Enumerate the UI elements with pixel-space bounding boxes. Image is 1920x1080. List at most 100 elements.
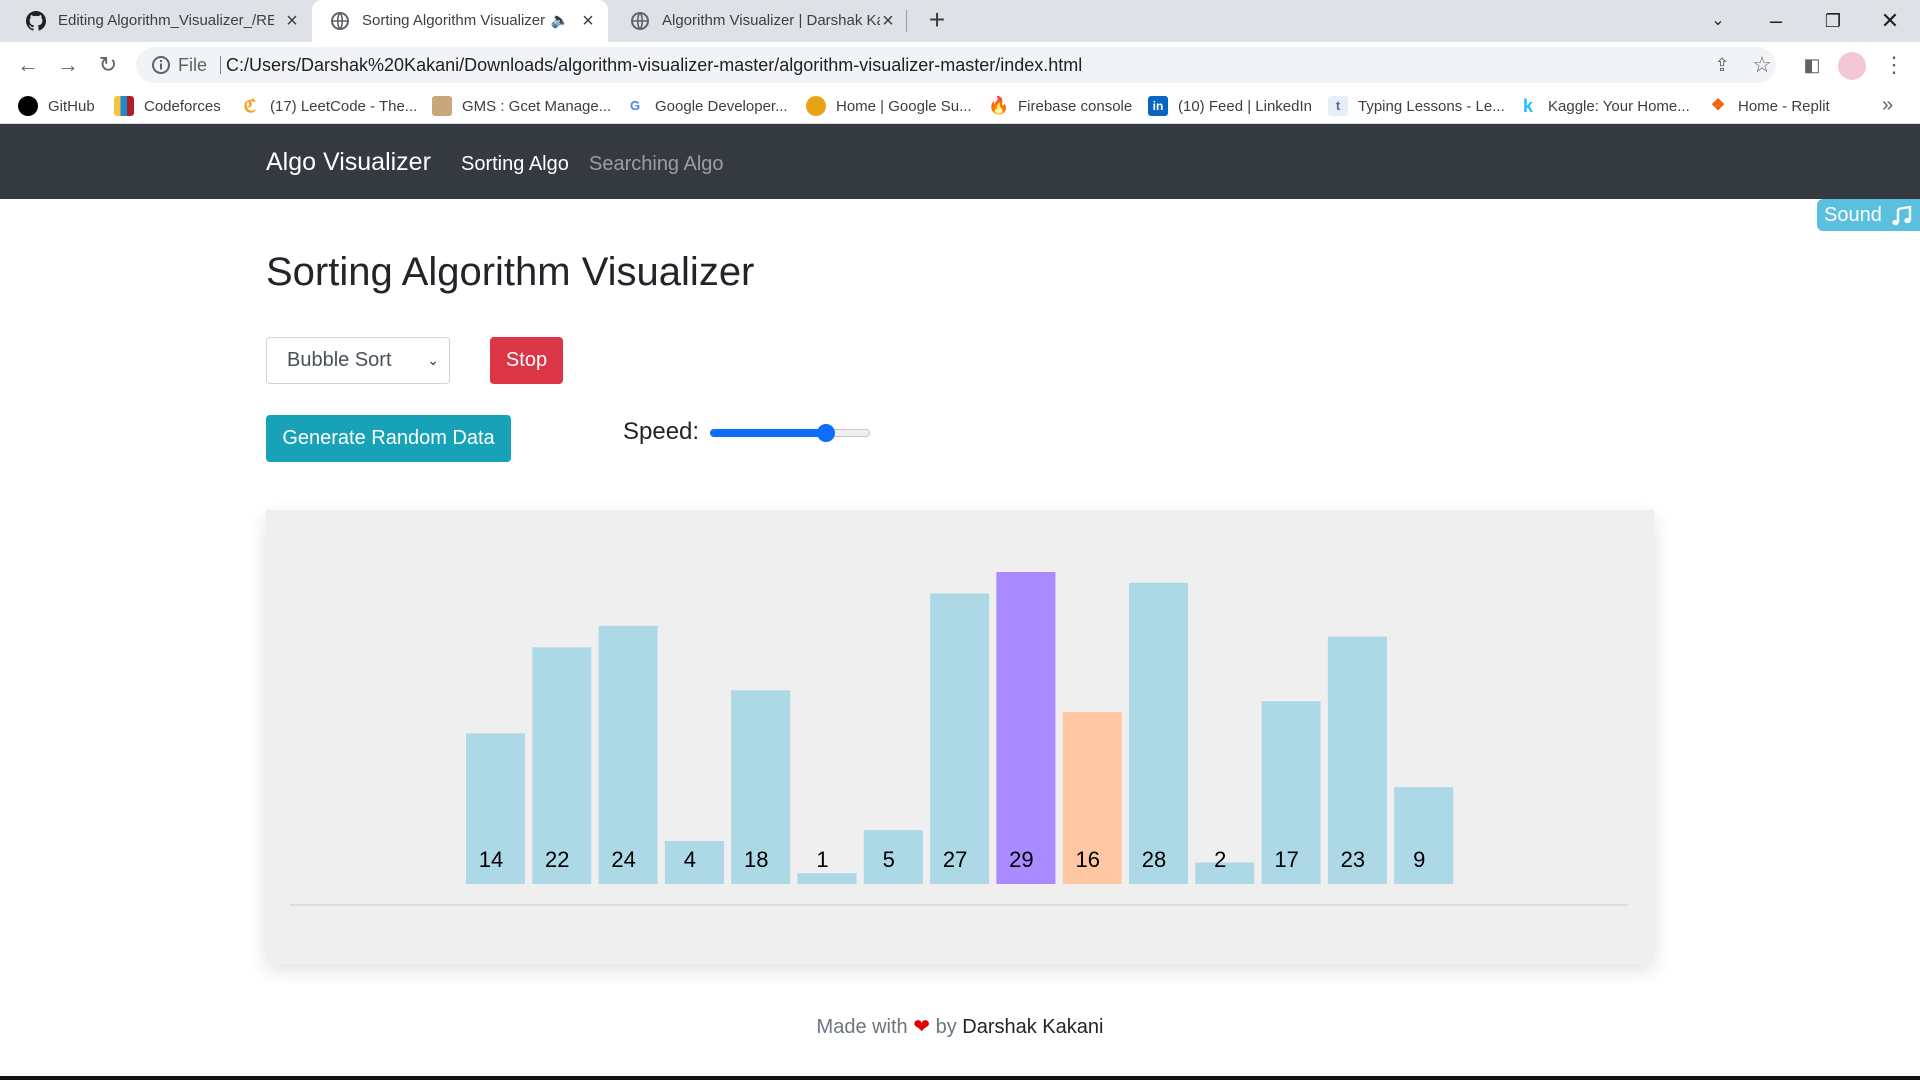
- bar-label-13: 23: [1341, 847, 1365, 872]
- bar-label-9: 16: [1075, 847, 1099, 872]
- tab-search-chevron-icon[interactable]: ⌄: [1711, 12, 1725, 29]
- speed-slider[interactable]: [710, 424, 870, 442]
- slider-fill: [710, 429, 826, 437]
- bookmark-label: Home | Google Su...: [836, 97, 972, 115]
- bookmark-label: (10) Feed | LinkedIn: [1178, 97, 1312, 115]
- github-icon: [26, 11, 46, 31]
- sound-label: Sound: [1824, 204, 1882, 226]
- bookmark-gms[interactable]: GMS : Gcet Manage...: [432, 94, 611, 118]
- bookmark-typing[interactable]: t Typing Lessons - Le...: [1328, 94, 1505, 118]
- brand-logo[interactable]: Algo Visualizer: [266, 148, 431, 176]
- close-icon[interactable]: ×: [882, 10, 894, 32]
- address-divider: [220, 56, 221, 74]
- share-icon[interactable]: ⇪: [1714, 55, 1730, 75]
- bookmark-kaggle[interactable]: k Kaggle: Your Home...: [1518, 94, 1690, 118]
- tab-editing-readme[interactable]: Editing Algorithm_Visualizer_/READ ×: [8, 0, 308, 42]
- close-icon[interactable]: ×: [286, 10, 298, 32]
- bottom-edge: [0, 1076, 1920, 1080]
- address-bar[interactable]: File C:/Users/Darshak%20Kakani/Downloads…: [136, 47, 1776, 83]
- bar-label-12: 17: [1274, 847, 1298, 872]
- bookmark-label: Codeforces: [144, 97, 221, 115]
- bookmark-github[interactable]: GitHub: [18, 94, 95, 118]
- side-panel-icon[interactable]: ◧: [1803, 55, 1821, 75]
- footer-author[interactable]: Darshak Kakani: [962, 1016, 1104, 1038]
- bar-chart: 14 22 24 4 18 1 5 27 29 16 28 2 17 23 9: [290, 572, 1628, 906]
- bar-label-5: 1: [816, 847, 828, 872]
- bar-label-3: 4: [684, 847, 696, 872]
- bookmark-label: Firebase console: [1018, 97, 1133, 115]
- globe-icon: [631, 12, 649, 30]
- bar-2: [598, 625, 658, 884]
- chevron-down-icon: ⌄: [427, 352, 439, 368]
- slider-thumb[interactable]: [816, 424, 835, 442]
- bookmark-linkedin[interactable]: in (10) Feed | LinkedIn: [1148, 94, 1312, 118]
- bookmark-leetcode[interactable]: ℭ (17) LeetCode - The...: [240, 94, 418, 118]
- bookmark-label: GMS : Gcet Manage...: [462, 97, 612, 115]
- bookmark-label: (17) LeetCode - The...: [270, 97, 418, 115]
- algorithm-select[interactable]: Bubble Sort ⌄: [266, 337, 450, 384]
- reload-icon[interactable]: ↻: [98, 52, 118, 77]
- site-navbar: Algo Visualizer Sorting Algo Searching A…: [0, 124, 1920, 199]
- bar-12: [1261, 701, 1321, 884]
- stop-button[interactable]: Stop: [490, 337, 563, 384]
- bookmark-label: Kaggle: Your Home...: [1548, 97, 1690, 115]
- bookmark-google-summer[interactable]: Home | Google Su...: [806, 94, 972, 118]
- nav-link-searching[interactable]: Searching Algo: [589, 153, 724, 175]
- minimize-icon[interactable]: –: [1769, 8, 1783, 33]
- gms-icon: [432, 96, 452, 116]
- back-arrow-icon[interactable]: ←: [17, 52, 39, 77]
- bar-0: [466, 733, 525, 884]
- kaggle-icon: k: [1522, 96, 1533, 116]
- leetcode-icon: ℭ: [243, 96, 257, 116]
- restore-icon[interactable]: ❐: [1824, 11, 1842, 31]
- replit-icon: ❖: [1710, 97, 1726, 114]
- star-icon[interactable]: ☆: [1752, 52, 1772, 77]
- bar-visualization-area: 14 22 24 4 18 1 5 27 29 16 28 2 17 23 9: [266, 510, 1654, 964]
- bookmark-replit[interactable]: ❖ Home - Replit: [1708, 94, 1830, 118]
- bar-label-7: 27: [943, 847, 967, 872]
- tab-sorting-visualizer[interactable]: Sorting Algorithm Visualizer 🔈 ×: [312, 0, 608, 42]
- tab-algorithm-visualizer[interactable]: Algorithm Visualizer | Darshak Ka ×: [612, 0, 908, 42]
- window-close-icon[interactable]: ✕: [1880, 8, 1900, 33]
- page-title: Sorting Algorithm Visualizer: [266, 250, 755, 294]
- bar-3: [664, 840, 724, 884]
- browser-tab-strip: Editing Algorithm_Visualizer_/READ × Sor…: [0, 0, 1920, 42]
- footer-by: by: [935, 1016, 957, 1038]
- close-icon[interactable]: ×: [582, 10, 594, 32]
- music-note-icon: [1892, 205, 1912, 226]
- bookmarks-overflow-icon[interactable]: »: [1882, 94, 1894, 116]
- bar-label-8: 29: [1009, 847, 1033, 872]
- bookmark-codeforces[interactable]: Codeforces: [114, 94, 221, 118]
- bar-8: [996, 572, 1056, 884]
- github-icon: [18, 96, 38, 116]
- forward-arrow-icon[interactable]: →: [57, 52, 79, 77]
- bookmark-google-developer[interactable]: G Google Developer...: [625, 94, 788, 118]
- kebab-menu-icon[interactable]: ⋮: [1883, 52, 1905, 77]
- bookmark-firebase[interactable]: 🔥 Firebase console: [988, 94, 1132, 118]
- tab-title: Sorting Algorithm Visualizer: [362, 12, 546, 29]
- bar-label-4: 18: [744, 847, 768, 872]
- info-icon[interactable]: [150, 54, 172, 76]
- bar-7: [930, 593, 990, 884]
- generate-random-data-button[interactable]: Generate Random Data: [266, 415, 511, 462]
- bookmark-label: Google Developer...: [655, 97, 788, 115]
- avatar[interactable]: [1838, 52, 1866, 80]
- sound-toggle-button[interactable]: Sound: [1817, 199, 1920, 231]
- algorithm-selected-value: Bubble Sort: [287, 349, 392, 371]
- bar-10: [1129, 582, 1188, 884]
- new-tab-button[interactable]: +: [928, 4, 946, 35]
- footer: Made with ❤ by Darshak Kakani: [0, 1014, 1920, 1039]
- bar-6: [863, 830, 923, 884]
- typing-icon: t: [1328, 96, 1348, 116]
- bar-label-11: 2: [1214, 847, 1226, 872]
- url-text[interactable]: C:/Users/Darshak%20Kakani/Downloads/algo…: [226, 55, 1083, 75]
- bar-1: [532, 647, 592, 884]
- nav-link-sorting[interactable]: Sorting Algo: [461, 153, 569, 175]
- speaker-icon[interactable]: 🔈: [550, 12, 570, 29]
- bar-label-6: 5: [883, 847, 895, 872]
- bar-14: [1394, 787, 1454, 884]
- globe-icon: [331, 12, 349, 30]
- google-icon: G: [629, 98, 641, 113]
- heart-icon: ❤: [913, 1016, 931, 1038]
- bar-label-1: 22: [545, 847, 569, 872]
